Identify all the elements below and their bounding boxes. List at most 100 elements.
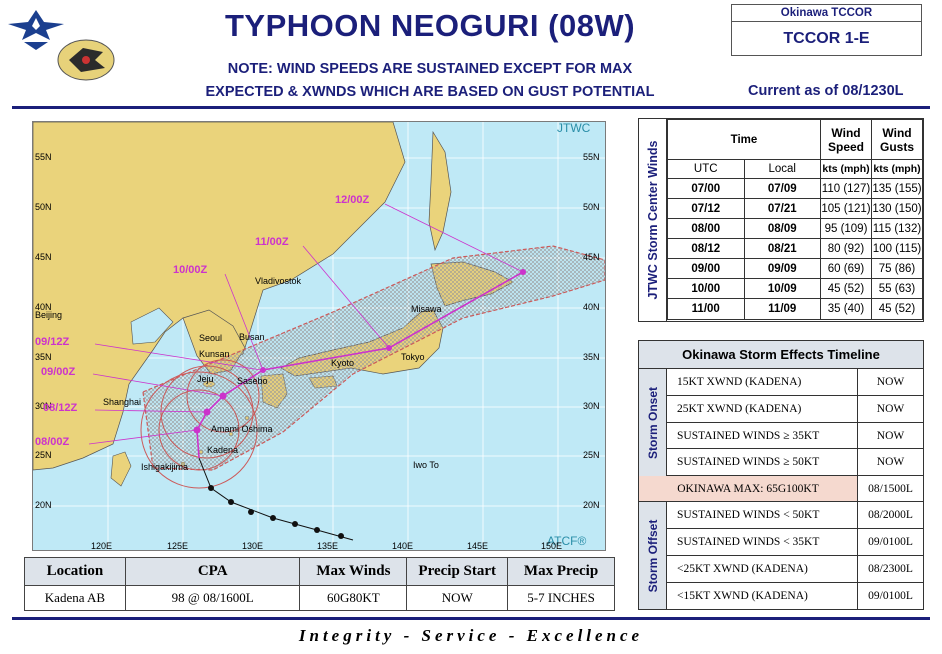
page-title: TYPHOON NEOGURI (08W): [224, 8, 636, 43]
typhoon-track-map: JTWC ATCF® 55N 50N 45N 40N 35N 30N 25N 2…: [32, 121, 606, 551]
footer-motto: Integrity - Service - Excellence: [298, 626, 644, 645]
forecast-time-label: 09/12Z: [35, 336, 70, 348]
forecast-time-label: 11/00Z: [255, 236, 289, 248]
event-label: SUSTAINED WINDS < 50KT: [667, 502, 858, 528]
lat-label-right: 20N: [583, 500, 600, 510]
lon-label: 140E: [392, 541, 414, 551]
table-row: 07/12 07/21 105 (121) 130 (150): [667, 198, 923, 219]
place-label: Tokyo: [401, 352, 425, 362]
lat-label-left: 55N: [35, 152, 52, 162]
col-time: Time: [667, 119, 821, 160]
place-label: Ishigakijima: [141, 462, 189, 472]
forecast-time-label: 08/00Z: [35, 436, 70, 448]
lat-label-left: 45N: [35, 252, 52, 262]
table-row: 08/00 08/09 95 (109) 115 (132): [667, 218, 923, 239]
storm-offset-side-label: Storm Offset: [639, 502, 667, 609]
timeline-row: 15KT XWND (KADENA) NOW: [667, 369, 923, 396]
event-time: NOW: [876, 376, 905, 388]
location-table: Location CPA Max Winds Precip Start Max …: [24, 557, 615, 611]
cell-speed: 110 (127): [820, 178, 872, 199]
storm-center-winds-panel: JTWC Storm Center Winds Time Wind Speed …: [638, 118, 924, 322]
lat-label-right: 55N: [583, 152, 600, 162]
col-max-precip: Max Precip: [507, 557, 615, 586]
table-row: 10/00 10/09 45 (52) 55 (63): [667, 278, 923, 299]
event-time: 08/2000L: [868, 509, 913, 521]
col-cpa: CPA: [124, 557, 301, 586]
event-time: 08/2300L: [868, 563, 913, 575]
col-wind-speed: Wind Speed: [820, 119, 872, 160]
timeline-row: SUSTAINED WINDS < 35KT 09/0100L: [667, 529, 923, 556]
table-row: 08/12 08/21 80 (92) 100 (115): [667, 238, 923, 259]
place-label: Beijing: [35, 310, 63, 320]
cell-gust: 45 (52): [871, 298, 923, 320]
cell-max-winds: 60G80KT: [299, 585, 408, 611]
wind-note-line-2: EXPECTED & XWNDS WHICH ARE BASED ON GUST…: [205, 84, 655, 100]
cell-gust: 115 (132): [871, 218, 923, 239]
cell-gust: 55 (63): [871, 278, 923, 299]
cell-local: 09/09: [743, 258, 821, 279]
air-force-logo-icon: [6, 6, 66, 52]
cell-utc: 07/00: [667, 178, 745, 199]
cell-speed: 60 (69): [820, 258, 872, 279]
cell-precip-start: NOW: [406, 585, 509, 611]
forecast-time-label: 08/12Z: [43, 402, 78, 414]
forecast-time-label: 10/00Z: [173, 264, 208, 276]
cell-gust: 130 (150): [871, 198, 923, 219]
storm-center-side-label: JTWC Storm Center Winds: [639, 119, 667, 321]
timeline-row: SUSTAINED WINDS ≥ 35KT NOW: [667, 423, 923, 449]
lon-label: 150E: [541, 541, 563, 551]
cell-utc: 08/00: [667, 218, 745, 239]
lat-label-right: 50N: [583, 202, 600, 212]
timeline-row: SUSTAINED WINDS < 50KT 08/2000L: [667, 502, 923, 529]
cell-speed: 80 (92): [820, 238, 872, 259]
col-precip-start: Precip Start: [406, 557, 509, 586]
tccor-org-label: Okinawa TCCOR: [732, 5, 921, 22]
place-label: Kyoto: [331, 358, 355, 368]
table-row: 07/00 07/09 110 (127) 135 (155): [667, 178, 923, 199]
event-label: <15KT XWND (KADENA): [667, 583, 858, 609]
timeline-row: 25KT XWND (KADENA) NOW: [667, 396, 923, 423]
event-label: SUSTAINED WINDS < 35KT: [667, 529, 858, 555]
event-label: SUSTAINED WINDS ≥ 35KT: [667, 423, 858, 448]
cell-utc: 11/00: [667, 298, 745, 320]
header-divider: [12, 106, 930, 109]
place-label: Iwo To: [413, 460, 439, 470]
footer-divider: [12, 617, 930, 620]
cell-speed: 105 (121): [820, 198, 872, 219]
tccor-status-box: Okinawa TCCOR TCCOR 1-E: [731, 4, 922, 56]
location-table-header: Location CPA Max Winds Precip Start Max …: [24, 557, 615, 586]
lat-label-right: 40N: [583, 302, 600, 312]
cell-local: 10/09: [743, 278, 821, 299]
col-utc: UTC: [667, 159, 745, 179]
storm-center-table: Time Wind Speed Wind Gusts UTC Local kts…: [667, 119, 923, 320]
lat-label-left: 30N: [35, 401, 52, 411]
event-label: SUSTAINED WINDS ≥ 50KT: [667, 449, 858, 475]
col-location: Location: [24, 557, 126, 586]
place-label: Amami Oshima: [211, 424, 273, 434]
lat-label-right: 45N: [583, 252, 600, 262]
max-event-label: OKINAWA MAX: 65G100KT: [639, 476, 858, 501]
event-label: <25KT XWND (KADENA): [667, 556, 858, 582]
wind-note-line-1: NOTE: WIND SPEEDS ARE SUSTAINED EXCEPT F…: [227, 61, 633, 77]
cell-speed: 45 (52): [820, 278, 872, 299]
col-speed-units: kts (mph): [820, 159, 872, 179]
wing-crest-icon: [55, 38, 117, 82]
event-time: 09/0100L: [868, 590, 913, 602]
timeline-row: <25KT XWND (KADENA) 08/2300L: [667, 556, 923, 583]
lat-label-right: 25N: [583, 450, 600, 460]
lat-label-left: 50N: [35, 202, 52, 212]
lat-label-right: 35N: [583, 352, 600, 362]
max-event-time: 08/1500L: [868, 482, 913, 495]
place-label: Vladivostok: [255, 276, 302, 286]
event-time: 09/0100L: [868, 536, 913, 548]
place-label: Kunsan: [199, 349, 230, 359]
place-label: Jeju: [197, 374, 214, 384]
event-time: NOW: [876, 403, 905, 415]
cell-local: 07/21: [743, 198, 821, 219]
jtwc-label: JTWC: [557, 121, 591, 135]
place-label: Busan: [239, 332, 265, 342]
table-row: 11/00 11/09 35 (40) 45 (52): [667, 298, 923, 320]
cell-local: 08/09: [743, 218, 821, 239]
current-as-of: Current as of 08/1230L: [748, 83, 904, 99]
lon-label: 135E: [317, 541, 339, 551]
